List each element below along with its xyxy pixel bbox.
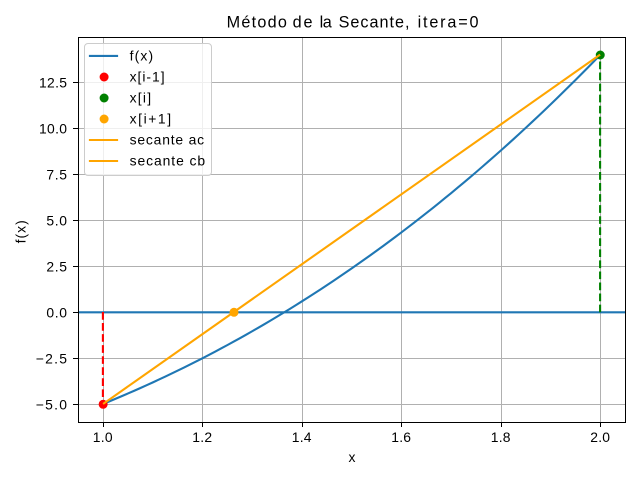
svg-text:x[i-1]: x[i-1]: [130, 69, 165, 85]
svg-text:−2.5: −2.5: [36, 351, 67, 367]
svg-text:1.6: 1.6: [391, 429, 411, 445]
svg-text:itera=0: itera=0: [418, 14, 479, 32]
svg-text:secante ac: secante ac: [130, 132, 205, 148]
svg-text:10.0: 10.0: [39, 121, 67, 137]
svg-text:de: de: [293, 14, 313, 32]
svg-text:1.2: 1.2: [192, 429, 212, 445]
svg-text:1.8: 1.8: [491, 429, 511, 445]
svg-text:x[i+1]: x[i+1]: [130, 111, 172, 127]
svg-text:secante cb: secante cb: [130, 153, 206, 169]
svg-text:la: la: [320, 14, 332, 32]
svg-text:Secante,: Secante,: [339, 14, 410, 32]
svg-text:f(x): f(x): [130, 48, 154, 64]
svg-text:x: x: [349, 449, 356, 465]
svg-text:1.4: 1.4: [292, 429, 312, 445]
svg-text:2.0: 2.0: [590, 429, 610, 445]
svg-text:x[i]: x[i]: [130, 90, 152, 106]
svg-text:1.0: 1.0: [93, 429, 113, 445]
svg-text:7.5: 7.5: [46, 167, 67, 183]
svg-text:2.5: 2.5: [46, 259, 67, 275]
svg-text:Método: Método: [227, 14, 287, 32]
svg-text:f(x): f(x): [12, 220, 28, 243]
svg-text:5.0: 5.0: [46, 213, 67, 229]
svg-text:12.5: 12.5: [39, 75, 67, 91]
svg-text:0.0: 0.0: [46, 305, 67, 321]
svg-text:−5.0: −5.0: [36, 397, 67, 413]
